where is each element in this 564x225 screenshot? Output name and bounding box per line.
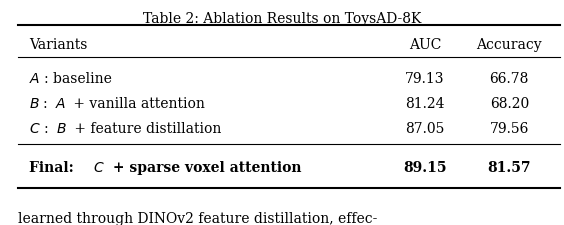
Text: : baseline: : baseline — [44, 71, 112, 85]
Text: + vanilla attention: + vanilla attention — [69, 96, 205, 110]
Text: $\mathit{C}$: $\mathit{C}$ — [29, 121, 41, 135]
Text: 68.20: 68.20 — [490, 96, 529, 110]
Text: Table 2: Ablation Results on ToysAD-8K: Table 2: Ablation Results on ToysAD-8K — [143, 12, 421, 26]
Text: + sparse voxel attention: + sparse voxel attention — [108, 160, 302, 174]
Text: 79.56: 79.56 — [490, 121, 529, 135]
Text: Final:: Final: — [29, 160, 79, 174]
Text: learned through DINOv2 feature distillation, effec-: learned through DINOv2 feature distillat… — [18, 211, 378, 225]
Text: 79.13: 79.13 — [406, 71, 445, 85]
Text: 66.78: 66.78 — [490, 71, 529, 85]
Text: 87.05: 87.05 — [406, 121, 445, 135]
Text: :: : — [43, 96, 52, 110]
Text: Variants: Variants — [29, 37, 88, 51]
Text: AUC: AUC — [409, 37, 441, 51]
Text: 81.57: 81.57 — [487, 160, 531, 174]
Text: :: : — [45, 121, 54, 135]
Text: 81.24: 81.24 — [406, 96, 445, 110]
Text: $\mathit{A}$: $\mathit{A}$ — [29, 71, 41, 85]
Text: + feature distillation: + feature distillation — [70, 121, 221, 135]
Text: Accuracy: Accuracy — [477, 37, 542, 51]
Text: $\mathit{A}$: $\mathit{A}$ — [55, 96, 66, 110]
Text: $\mathit{B}$: $\mathit{B}$ — [29, 96, 40, 110]
Text: 89.15: 89.15 — [403, 160, 447, 174]
Text: $\mathit{B}$: $\mathit{B}$ — [56, 121, 67, 135]
Text: $\mathit{C}$: $\mathit{C}$ — [93, 160, 105, 174]
